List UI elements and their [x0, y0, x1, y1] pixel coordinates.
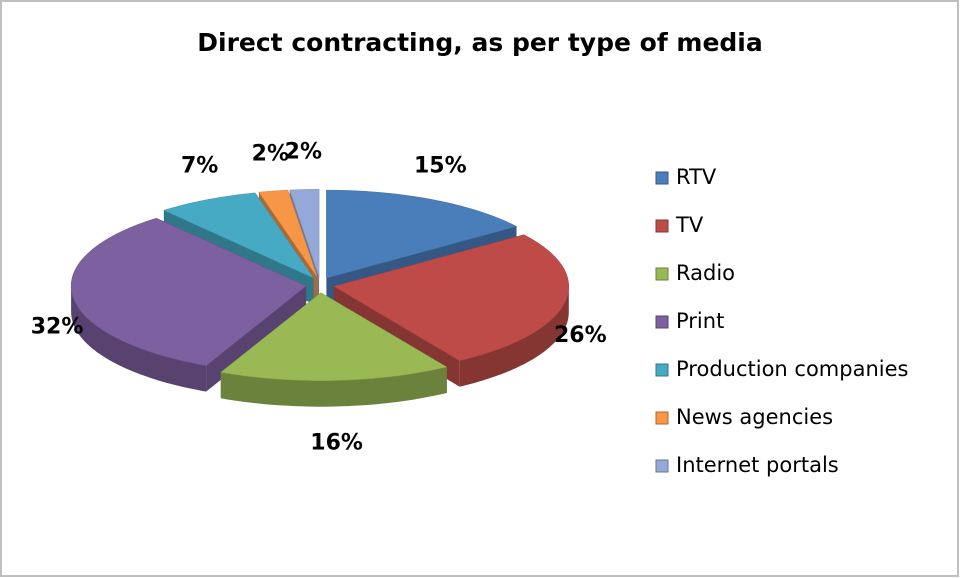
slice [258, 189, 318, 278]
legend-label: News agencies [676, 405, 833, 429]
data-label: 2% [252, 141, 289, 166]
legend-label: Radio [676, 261, 735, 285]
data-label: 7% [181, 153, 218, 178]
data-label: 16% [310, 431, 363, 456]
legend-swatch [655, 363, 669, 377]
legend-label: Print [676, 309, 724, 333]
legend-swatch [655, 459, 669, 473]
legend-label: Internet portals [676, 453, 839, 477]
legend-swatch [655, 267, 669, 281]
legend-swatch [655, 219, 669, 233]
legend-swatch [655, 171, 669, 185]
slice [333, 234, 569, 361]
legend-label: TV [675, 213, 704, 237]
data-label: 2% [285, 139, 322, 164]
legend-swatch [655, 315, 669, 329]
slice [326, 189, 518, 279]
slice [163, 192, 315, 279]
slice [220, 292, 448, 381]
slice [289, 189, 320, 278]
legend-label: RTV [676, 165, 717, 189]
data-label: 32% [31, 315, 84, 340]
slice-wall [459, 286, 569, 387]
data-label: 26% [554, 323, 607, 348]
slice [70, 217, 307, 366]
legend-label: Production companies [676, 357, 908, 381]
chart-title: Direct contracting, as per type of media [197, 28, 763, 57]
data-label: 15% [414, 153, 467, 178]
legend-swatch [655, 411, 669, 425]
slice-wall [71, 286, 207, 392]
